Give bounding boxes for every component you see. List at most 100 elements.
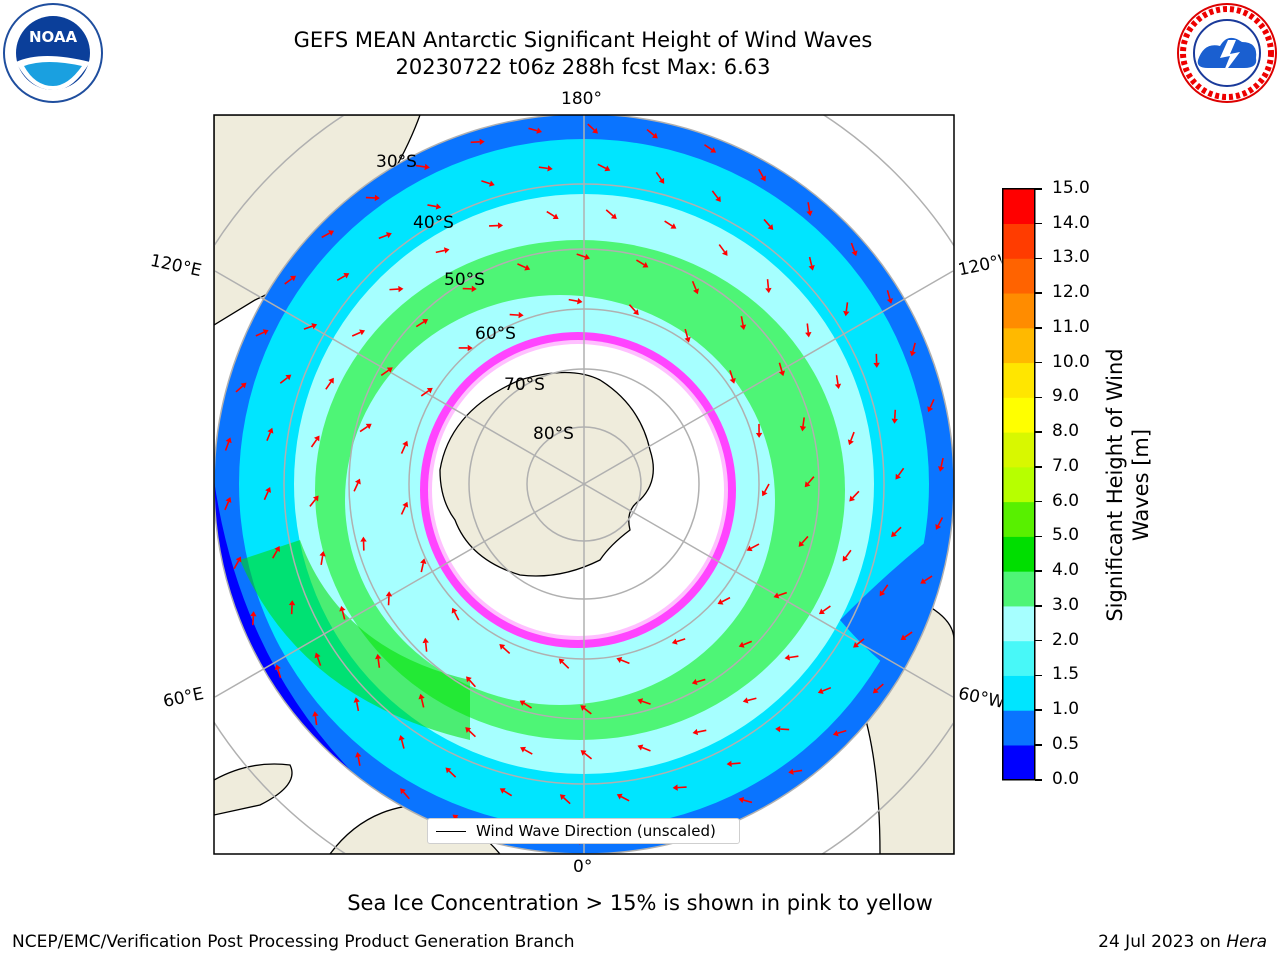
- legend-line-swatch: [436, 830, 466, 832]
- wave-arrow-head: [580, 750, 587, 756]
- wave-arrow-head: [847, 439, 854, 446]
- wave-arrow: [400, 445, 406, 454]
- wave-arrow: [793, 769, 803, 773]
- wave-arrow: [568, 298, 578, 302]
- wave-arrow: [583, 707, 592, 715]
- wave-arrow-head: [422, 637, 429, 644]
- wave-arrow-head: [692, 728, 699, 736]
- colorbar-segment: [1002, 605, 1035, 642]
- wave-arrow-head: [580, 705, 587, 711]
- colorbar-tick-label: 10.0: [1052, 351, 1090, 372]
- wave-arrow-head: [851, 250, 858, 257]
- wave-arrow-head: [265, 486, 272, 493]
- colorbar-tick-label: 14.0: [1052, 212, 1090, 233]
- wave-arrow: [802, 417, 805, 427]
- wave-arrow: [897, 467, 905, 477]
- colorbar-label: Significant Height of Wind Waves [m]: [1103, 348, 1153, 622]
- colorbar-segment: [1002, 536, 1035, 572]
- wave-arrow: [316, 656, 322, 666]
- wave-arrow: [704, 144, 713, 151]
- wave-arrow: [523, 702, 532, 709]
- wave-arrow-head: [471, 285, 477, 293]
- wave-arrow: [546, 210, 555, 217]
- wave-arrow-head: [616, 657, 623, 664]
- wave-arrow-head: [577, 298, 583, 305]
- wave-arrow: [778, 362, 783, 372]
- wave-arrow-head: [927, 406, 934, 413]
- wave-arrow: [359, 425, 368, 433]
- colorbar-segment: [1002, 362, 1035, 398]
- wave-arrow-head: [267, 427, 274, 434]
- wave-arrow: [502, 646, 511, 655]
- colorbar-segment: [1002, 223, 1035, 259]
- wave-arrow: [402, 791, 410, 800]
- wave-arrow: [904, 631, 913, 638]
- wave-arrow: [336, 275, 346, 281]
- wave-arrow: [924, 575, 933, 582]
- wave-arrow: [377, 658, 381, 668]
- colorbar-tick-mark: [1035, 466, 1042, 468]
- wave-arrow-head: [400, 788, 406, 795]
- wave-arrow: [351, 331, 361, 337]
- wave-arrow: [763, 483, 770, 493]
- wave-arrow: [481, 180, 491, 185]
- wave-arrow: [808, 256, 813, 266]
- wave-arrow: [801, 535, 809, 544]
- wave-arrow: [357, 756, 361, 766]
- wave-arrow-head: [671, 638, 678, 645]
- noaa-logo: NOAA: [3, 3, 103, 103]
- credit-text: NCEP/EMC/Verification Post Processing Pr…: [12, 932, 575, 952]
- wave-arrow-head: [788, 768, 794, 775]
- colorbar-segment: [1002, 640, 1035, 676]
- wave-arrow: [894, 526, 902, 535]
- colorbar-tick-mark: [1035, 639, 1042, 642]
- wave-arrow: [303, 325, 313, 330]
- wave-arrow: [852, 490, 860, 499]
- colorbar-segment: [1002, 432, 1035, 468]
- sea-ice-note: Sea Ice Concentration > 15% is shown in …: [347, 891, 933, 915]
- wave-arrow: [524, 748, 533, 755]
- wave-arrow-head: [398, 735, 405, 741]
- wave-arrow-head: [849, 495, 856, 502]
- wave-arrow: [314, 715, 318, 726]
- wave-arrow-head: [804, 481, 811, 488]
- wave-arrow: [711, 190, 719, 199]
- wave-arrow: [641, 746, 651, 752]
- wave-arrow: [822, 605, 831, 612]
- wave-arrow: [320, 555, 324, 565]
- lon-label-lower-right: 60°W: [956, 683, 1004, 713]
- colorbar-tick-label: 9.0: [1052, 386, 1080, 407]
- chart-title-line1: GEFS MEAN Antarctic Significant Height o…: [293, 28, 873, 52]
- wave-arrow: [777, 591, 788, 597]
- wave-arrow: [912, 342, 916, 352]
- wave-arrow-head: [420, 558, 427, 564]
- lon-label-upper-right: 120°W: [956, 251, 1004, 281]
- colorbar: [1002, 188, 1036, 781]
- wave-arrow-head: [808, 265, 815, 271]
- wave-arrow: [684, 328, 689, 339]
- wave-arrow-head: [920, 578, 927, 584]
- wave-arrow-head: [891, 531, 897, 538]
- wave-arrow-head: [240, 382, 247, 389]
- wave-arrow: [876, 683, 884, 691]
- date-prefix: 24 Jul 2023 on: [1098, 932, 1227, 952]
- wave-arrow-head: [775, 725, 781, 733]
- wave-arrow: [807, 202, 811, 212]
- wave-arrow: [420, 563, 425, 573]
- wave-arrow-head: [250, 611, 257, 617]
- wave-arrow: [676, 638, 686, 643]
- wave-arrow-head: [637, 698, 644, 705]
- wave-arrow: [272, 549, 278, 559]
- wave-arrow: [325, 381, 332, 390]
- wave-arrow: [850, 431, 855, 441]
- wave-arrow: [435, 249, 445, 254]
- wave-arrow-head: [451, 607, 458, 614]
- wave-arrow-head: [806, 210, 813, 217]
- wave-arrow: [697, 729, 707, 733]
- colorbar-tick-label: 0.0: [1052, 768, 1080, 789]
- wave-arrow: [341, 610, 346, 620]
- wave-arrow-head: [465, 727, 472, 733]
- graticule: [214, 115, 954, 854]
- colorbar-tick-label: 13.0: [1052, 247, 1090, 268]
- wave-arrow-head: [832, 730, 839, 737]
